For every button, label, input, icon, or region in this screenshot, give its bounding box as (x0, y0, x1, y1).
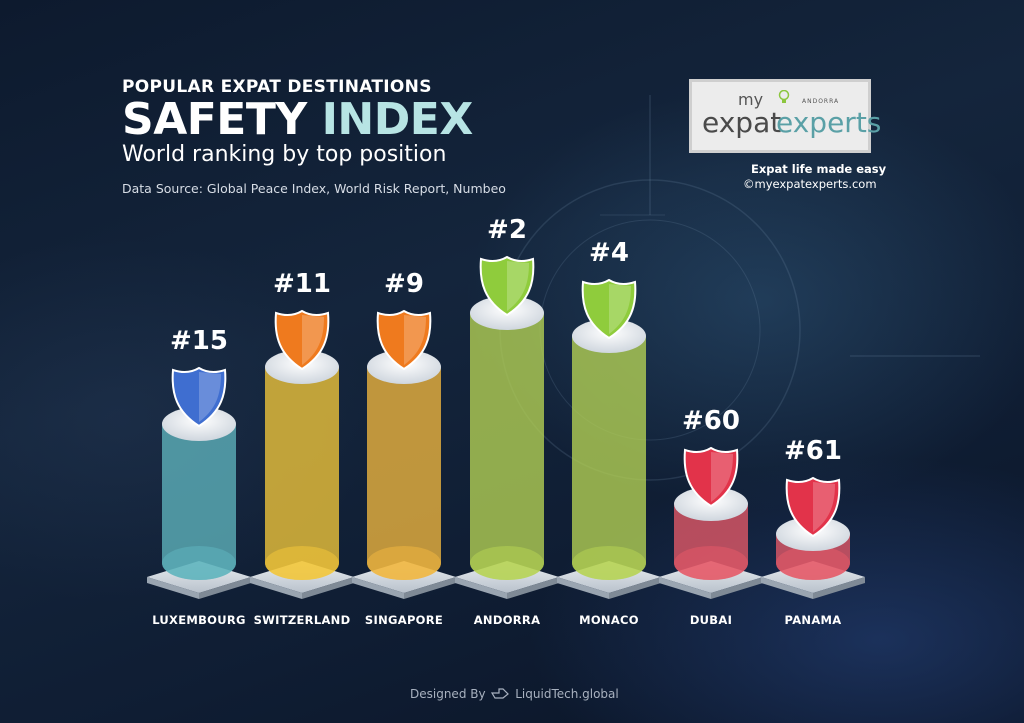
category-label-switzerland: SWITZERLAND (253, 613, 351, 627)
title-part-index: INDEX (321, 94, 474, 145)
rank-label-singapore: #9 (384, 269, 424, 299)
bar-singapore (367, 367, 441, 580)
logo-expat: expat (702, 106, 782, 139)
category-label-dubai: DUBAI (689, 613, 733, 627)
base-side-right-andorra (507, 577, 559, 599)
base-side-left-monaco (557, 577, 609, 599)
rank-label-luxembourg: #15 (170, 326, 228, 356)
logo-my: my (738, 90, 764, 109)
bar-monaco (572, 336, 646, 580)
bar-bottom-panama (776, 546, 850, 580)
bar-bottom-luxembourg (162, 546, 236, 580)
bar-bottom-singapore (367, 546, 441, 580)
designer-brand: LiquidTech.global (515, 687, 619, 701)
shield-singapore (376, 309, 432, 371)
tagline: Expat life made easy (751, 162, 887, 176)
category-label-luxembourg: LUXEMBOURG (152, 613, 246, 627)
bar-luxembourg (162, 424, 236, 580)
credit: Designed By LiquidTech.global (410, 687, 619, 701)
base-side-left-dubai (659, 577, 711, 599)
category-label-andorra: ANDORRA (473, 613, 541, 627)
shield-panama (785, 476, 841, 538)
base-side-right-panama (813, 577, 865, 599)
logo-experts: experts (776, 106, 882, 139)
shield-shine-singapore (404, 315, 426, 365)
shield-shine-switzerland (302, 315, 324, 365)
base-side-right-monaco (609, 577, 661, 599)
title-part-safety: SAFETY (122, 94, 322, 145)
category-label-singapore: SINGAPORE (364, 613, 444, 627)
base-side-right-switzerland (302, 577, 354, 599)
shield-shine-andorra (507, 261, 529, 311)
website: ©myexpatexperts.com (743, 177, 877, 191)
shield-monaco (581, 278, 637, 340)
base-side-left-andorra (455, 577, 507, 599)
shield-luxembourg (171, 366, 227, 428)
page-title: SAFETY INDEX (122, 96, 473, 144)
bar-bottom-andorra (470, 546, 544, 580)
logo-andorra: ANDORRA (802, 98, 840, 105)
shield-shine-luxembourg (199, 372, 221, 422)
category-label-panama: PANAMA (784, 613, 842, 627)
logo: my ANDORRA expat experts (689, 79, 881, 153)
base-side-left-panama (761, 577, 813, 599)
shield-shine-panama (813, 482, 835, 532)
bar-andorra (470, 313, 544, 580)
subtitle: World ranking by top position (122, 142, 447, 167)
lightbulb-icon (778, 90, 790, 103)
base-side-right-luxembourg (199, 577, 251, 599)
shield-switzerland (274, 309, 330, 371)
bar-switzerland (265, 367, 339, 580)
rank-label-andorra: #2 (487, 215, 527, 245)
shield-andorra (479, 255, 535, 317)
base-side-left-switzerland (250, 577, 302, 599)
rank-label-switzerland: #11 (273, 269, 331, 299)
bar-bottom-switzerland (265, 546, 339, 580)
base-side-right-dubai (711, 577, 763, 599)
base-side-left-singapore (352, 577, 404, 599)
designed-by-label: Designed By (410, 687, 486, 701)
hand-pointer-icon (491, 688, 510, 699)
data-source: Data Source: Global Peace Index, World R… (122, 181, 506, 196)
base-side-left-luxembourg (147, 577, 199, 599)
base-side-right-singapore (404, 577, 456, 599)
bar-bottom-dubai (674, 546, 748, 580)
shield-shine-dubai (711, 452, 733, 502)
rank-label-monaco: #4 (589, 238, 629, 268)
shield-shine-monaco (609, 284, 631, 334)
pre-title: POPULAR EXPAT DESTINATIONS (122, 77, 432, 97)
bar-bottom-monaco (572, 546, 646, 580)
shield-dubai (683, 446, 739, 508)
rank-label-panama: #61 (784, 436, 842, 466)
category-label-monaco: MONACO (579, 613, 639, 627)
rank-label-dubai: #60 (682, 406, 740, 436)
